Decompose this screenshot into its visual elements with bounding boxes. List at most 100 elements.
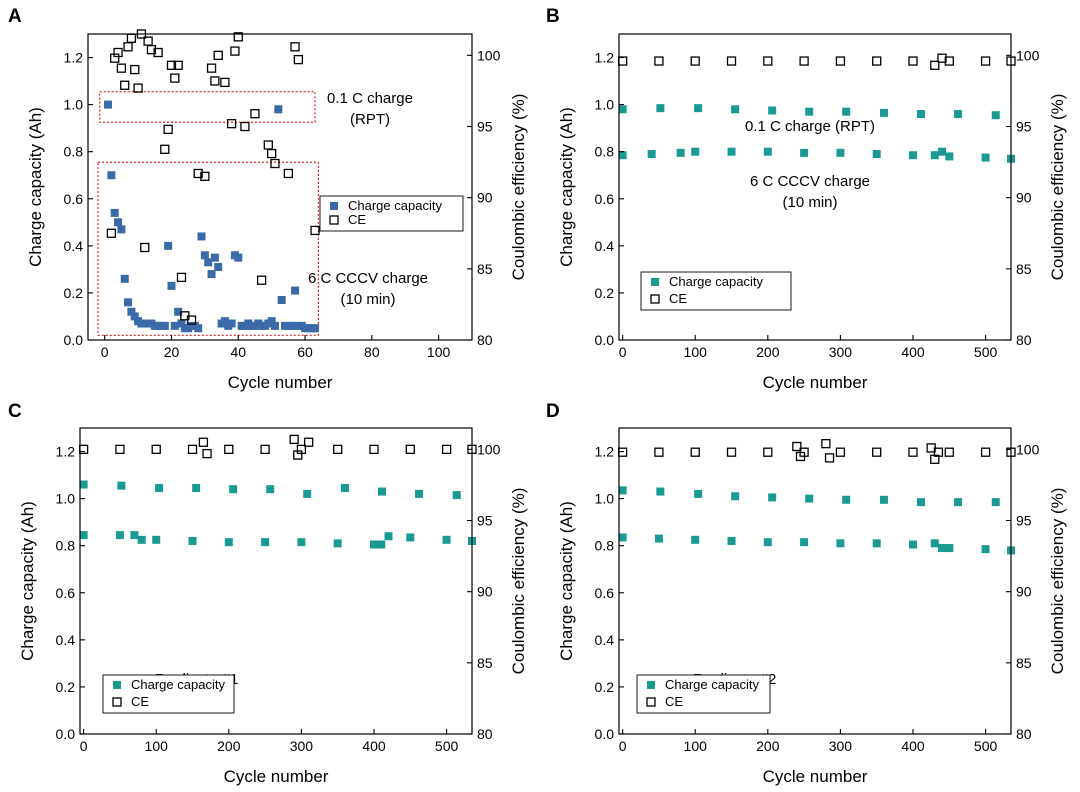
panel-c: C 0 100 200 300 400 500 0.0 0.2 0.4 0.6 0.8 1.0 1.2 80… (8, 401, 528, 786)
panel-b: B 0 100 200 300 400 500 0.0 0.2 0.4 0.6 0.8 1.0 1.2 80… (546, 6, 1067, 392)
data-point (945, 544, 954, 553)
legend-label-ce: CE (665, 694, 683, 709)
x-tick-label: 100 (145, 738, 169, 754)
data-point (130, 531, 139, 540)
data-point (656, 487, 665, 496)
data-point (835, 447, 846, 457)
y-left-tick-label: 0.2 (56, 679, 76, 695)
y-left-tick-label: 0.6 (56, 585, 76, 601)
data-point (938, 147, 947, 156)
y-right-tick-label: 85 (477, 655, 493, 671)
data-point (731, 105, 740, 114)
y-right-tick-label: 95 (477, 513, 493, 529)
plot-frame (79, 427, 473, 735)
data-point (938, 544, 947, 553)
x-tick-label: 0 (80, 738, 88, 754)
y-left-tick-label: 0.0 (595, 332, 615, 348)
data-point (198, 437, 209, 447)
y-left-tick-label: 0.0 (595, 726, 615, 742)
x-tick-label: 0 (619, 344, 627, 360)
legend-label-ce: CE (348, 212, 366, 227)
x-axis-title: Cycle number (763, 373, 868, 392)
y-left-tick-label: 0.8 (595, 538, 615, 554)
data-point (768, 493, 777, 502)
data-point (377, 540, 386, 549)
data-point (836, 148, 845, 157)
y-right-tick-label: 80 (1016, 332, 1032, 348)
data-point (384, 532, 393, 541)
data-point (872, 447, 882, 457)
data-point (694, 489, 703, 498)
data-point (79, 480, 88, 489)
data-point (310, 225, 320, 236)
data-point (727, 147, 736, 156)
data-point (805, 107, 814, 116)
data-point (945, 152, 954, 161)
panel-label: B (546, 6, 560, 27)
data-point (842, 495, 851, 504)
data-point (933, 447, 944, 457)
legend-box (319, 195, 464, 232)
data-point (130, 312, 139, 321)
x-tick-label: 200 (217, 738, 241, 754)
annotation: 6 C CCCV charge (308, 270, 428, 287)
data-point (79, 531, 88, 540)
data-point (799, 447, 809, 457)
data-point (261, 538, 270, 547)
data-point (170, 321, 179, 330)
x-tick-label: 100 (684, 344, 708, 360)
data-point (110, 53, 120, 63)
data-point (916, 110, 925, 119)
data-point (647, 150, 656, 159)
annotation: (10 min) (782, 194, 837, 211)
data-point (691, 535, 700, 544)
data-point (879, 495, 888, 504)
x-tick-label: 60 (297, 344, 313, 360)
x-axis-title: Cycle number (763, 767, 868, 786)
data-point (287, 321, 296, 330)
data-point (954, 110, 963, 119)
data-point (155, 484, 164, 493)
y-left-tick-label: 1.0 (64, 97, 84, 113)
x-tick-label: 40 (230, 344, 246, 360)
data-point (303, 489, 312, 498)
annotation: 6 C CCCV charge (750, 173, 870, 190)
data-point (146, 45, 157, 55)
data-point (220, 317, 229, 326)
x-tick-label: 200 (756, 344, 780, 360)
series-ce (617, 53, 1016, 70)
series-charge-capacity-rpt- (618, 486, 1000, 507)
data-point (210, 253, 219, 262)
y-right-tick-label: 90 (1016, 584, 1032, 600)
panel-label: A (8, 6, 22, 27)
data-point (283, 168, 293, 179)
data-point (224, 538, 233, 547)
y-left-tick-label: 0.4 (64, 238, 84, 254)
data-point (441, 444, 452, 454)
data-point (872, 56, 882, 66)
y-left-tick-label: 1.2 (64, 50, 84, 66)
data-point (799, 56, 809, 66)
x-tick-label: 80 (364, 344, 380, 360)
data-point (991, 111, 1000, 120)
y-left-tick-label: 0.0 (64, 332, 84, 348)
legend: Charge capacity CE (640, 271, 792, 311)
data-point (290, 42, 300, 52)
x-tick-label: 400 (362, 738, 386, 754)
data-point (260, 444, 270, 454)
y-right-tick-label: 100 (477, 441, 501, 457)
series-charge-capacity-6-c- (618, 147, 1015, 163)
data-point (227, 319, 236, 328)
data-point (234, 253, 243, 262)
y-right-axis-title: Coulombic efficiency (%) (509, 94, 528, 281)
data-point (879, 108, 888, 117)
panel-d: D 0 100 200 300 400 500 0.0 0.2 0.4 0.6 0.8 1.0 1.2 80… (546, 401, 1067, 786)
data-point (115, 531, 124, 540)
data-point (240, 121, 250, 132)
data-point (763, 538, 772, 547)
data-point (113, 47, 123, 58)
y-right-tick-label: 85 (1016, 655, 1032, 671)
data-point (768, 106, 777, 115)
data-point (908, 447, 918, 457)
y-right-tick-label: 90 (477, 584, 493, 600)
